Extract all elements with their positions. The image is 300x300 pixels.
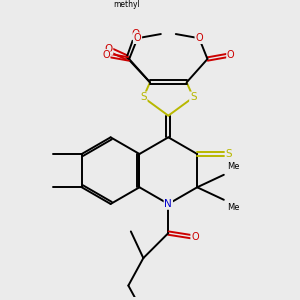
Text: Me: Me [227,163,240,172]
Text: S: S [226,149,232,159]
Text: S: S [140,92,147,102]
Text: O: O [191,232,199,242]
Text: N: N [164,199,172,209]
Text: O: O [104,44,112,54]
Text: Me: Me [227,203,240,212]
Text: O: O [227,50,235,60]
Text: O: O [102,50,110,60]
Text: methyl: methyl [113,0,140,9]
Text: O: O [195,33,203,43]
Text: O: O [134,33,141,43]
Text: O: O [131,29,139,39]
Text: S: S [190,92,196,102]
